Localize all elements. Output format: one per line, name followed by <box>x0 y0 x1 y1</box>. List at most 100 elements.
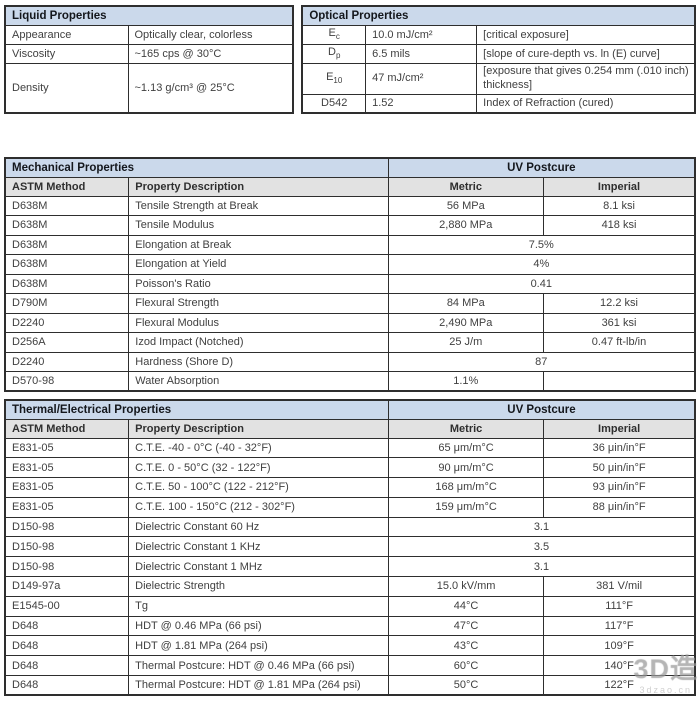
description-cell: Index of Refraction (cured) <box>476 93 696 114</box>
liquid-properties-table: Liquid Properties Appearance Optically cl… <box>4 5 295 114</box>
imperial-value-cell: 36 μin/in°F <box>543 437 696 459</box>
liquid-row: Density ~1.13 g/cm³ @ 25°C <box>4 62 294 114</box>
property-description-cell: Izod Impact (Notched) <box>128 332 389 353</box>
property-description-cell: Tg <box>128 595 389 617</box>
astm-method-cell: E1545-00 <box>4 595 130 617</box>
table-row: D570-98 Water Absorption 1.1% <box>4 371 696 392</box>
astm-method-cell: D256A <box>4 332 130 353</box>
metric-value-cell: 2,880 MPa <box>387 215 545 236</box>
optical-section-header: Optical Properties <box>301 5 696 26</box>
value-cell: 1.52 <box>365 93 478 114</box>
astm-method-cell: D638M <box>4 195 130 216</box>
table-row: E1545-00 Tg 44°C 111°F <box>4 595 696 617</box>
table-row: D790M Flexural Strength 84 MPa 12.2 ksi <box>4 293 696 314</box>
astm-method-cell: D150-98 <box>4 536 130 558</box>
value-cell: 6.5 mils <box>365 43 478 64</box>
astm-method-cell: D648 <box>4 655 130 677</box>
property-description-cell: Water Absorption <box>128 371 389 392</box>
combined-value-cell: 87 <box>387 351 696 372</box>
property-description-cell: Thermal Postcure: HDT @ 1.81 MPa (264 ps… <box>128 675 389 696</box>
imperial-value-cell: 111°F <box>543 595 696 617</box>
astm-method-cell: D2240 <box>4 351 130 372</box>
property-description-cell: Dielectric Constant 1 MHz <box>128 556 389 578</box>
table-row: D2240 Flexural Modulus 2,490 MPa 361 ksi <box>4 312 696 333</box>
property-name-cell: Viscosity <box>4 43 129 64</box>
description-cell: [slope of cure-depth vs. ln (E) curve] <box>476 43 696 64</box>
symbol-cell: Ec <box>301 24 367 45</box>
astm-method-cell: E831-05 <box>4 437 130 459</box>
metric-value-cell: 15.0 kV/mm <box>387 576 545 597</box>
property-description-cell: Hardness (Shore D) <box>128 351 389 372</box>
table-row: D648 HDT @ 0.46 MPa (66 psi) 47°C 117°F <box>4 615 696 637</box>
value-cell: 10.0 mJ/cm² <box>365 24 478 45</box>
table-row: D638M Poisson's Ratio 0.41 <box>4 273 696 294</box>
optical-properties-table: Optical Properties Ec 10.0 mJ/cm² [critica… <box>301 5 696 114</box>
table-row: E831-05 C.T.E. 0 - 50°C (32 - 122°F) 90 μm… <box>4 457 696 479</box>
mechanical-properties-table: Mechanical Properties UV Postcure ASTM M… <box>4 157 696 392</box>
property-description-cell: Dielectric Strength <box>128 576 389 597</box>
property-description-cell: Thermal Postcure: HDT @ 0.46 MPa (66 psi… <box>128 655 389 677</box>
property-name-cell: Density <box>4 62 129 114</box>
table-row: D150-98 Dielectric Constant 1 KHz 3.5 <box>4 536 696 558</box>
imperial-value-cell: 50 μin/in°F <box>543 457 696 479</box>
metric-value-cell: 65 μm/m°C <box>387 437 545 459</box>
property-description-cell: C.T.E. 50 - 100°C (122 - 212°F) <box>128 477 389 498</box>
description-cell: [critical exposure] <box>476 24 696 45</box>
property-value-cell: Optically clear, colorless <box>127 24 294 45</box>
metric-value-cell: 50°C <box>387 675 545 696</box>
metric-value-cell: 84 MPa <box>387 293 545 314</box>
astm-method-cell: D149-97a <box>4 576 130 597</box>
imperial-value-cell: 122°F <box>543 675 696 696</box>
astm-method-cell: D790M <box>4 293 130 314</box>
column-header-property-description: Property Description <box>128 176 389 197</box>
column-header-imperial: Imperial <box>543 176 696 197</box>
metric-value-cell: 90 μm/m°C <box>387 457 545 479</box>
astm-method-cell: E831-05 <box>4 477 130 498</box>
column-header-astm-method: ASTM Method <box>4 418 130 439</box>
table-row: D638M Tensile Modulus 2,880 MPa 418 ksi <box>4 215 696 236</box>
astm-method-cell: D570-98 <box>4 371 130 392</box>
property-description-cell: HDT @ 1.81 MPa (264 psi) <box>128 635 389 657</box>
thermal-properties-table: Thermal/Electrical Properties UV Postcur… <box>4 399 696 697</box>
imperial-value-cell: 117°F <box>543 615 696 637</box>
column-header-metric: Metric <box>387 418 545 439</box>
symbol-cell: D542 <box>301 93 367 114</box>
column-header-metric: Metric <box>387 176 545 197</box>
imperial-value-cell: 88 μin/in°F <box>543 496 696 518</box>
table-row: D648 HDT @ 1.81 MPa (264 psi) 43°C 109°F <box>4 635 696 657</box>
value-cell: 47 mJ/cm² <box>365 62 478 95</box>
imperial-value-cell: 109°F <box>543 635 696 657</box>
table-row: D149-97a Dielectric Strength 15.0 kV/mm 381… <box>4 576 696 597</box>
symbol-cell: E10 <box>301 62 367 95</box>
property-description-cell: Tensile Modulus <box>128 215 389 236</box>
metric-value-cell: 1.1% <box>387 371 545 392</box>
property-description-cell: Poisson's Ratio <box>128 273 389 294</box>
optical-row: D542 1.52 Index of Refraction (cured) <box>301 93 696 114</box>
astm-method-cell: D150-98 <box>4 556 130 578</box>
property-description-cell: Elongation at Break <box>128 234 389 255</box>
table-row: E831-05 C.T.E. 100 - 150°C (212 - 302°F) 1… <box>4 496 696 518</box>
combined-value-cell: 3.1 <box>387 556 696 578</box>
imperial-value-cell: 93 μin/in°F <box>543 477 696 498</box>
table-row: D256A Izod Impact (Notched) 25 J/m 0.47 ft-… <box>4 332 696 353</box>
property-description-cell: C.T.E. 0 - 50°C (32 - 122°F) <box>128 457 389 479</box>
property-value-cell: ~1.13 g/cm³ @ 25°C <box>127 62 294 114</box>
combined-value-cell: 3.1 <box>387 516 696 538</box>
astm-method-cell: E831-05 <box>4 457 130 479</box>
property-description-cell: C.T.E. -40 - 0°C (-40 - 32°F) <box>128 437 389 459</box>
property-description-cell: Flexural Modulus <box>128 312 389 333</box>
metric-value-cell: 159 μm/m°C <box>387 496 545 518</box>
table-row: E831-05 C.T.E. -40 - 0°C (-40 - 32°F) 65 μ… <box>4 437 696 459</box>
column-header-astm-method: ASTM Method <box>4 176 130 197</box>
metric-value-cell: 25 J/m <box>387 332 545 353</box>
description-cell: [exposure that gives 0.254 mm (.010 inch… <box>476 62 696 95</box>
metric-value-cell: 168 μm/m°C <box>387 477 545 498</box>
property-description-cell: Tensile Strength at Break <box>128 195 389 216</box>
property-description-cell: C.T.E. 100 - 150°C (212 - 302°F) <box>128 496 389 518</box>
mechanical-section-header: Mechanical Properties <box>4 157 389 178</box>
imperial-value-cell: 361 ksi <box>543 312 696 333</box>
metric-value-cell: 60°C <box>387 655 545 677</box>
table-row: D638M Elongation at Break 7.5% <box>4 234 696 255</box>
optical-row: Ec 10.0 mJ/cm² [critical exposure] <box>301 24 696 45</box>
